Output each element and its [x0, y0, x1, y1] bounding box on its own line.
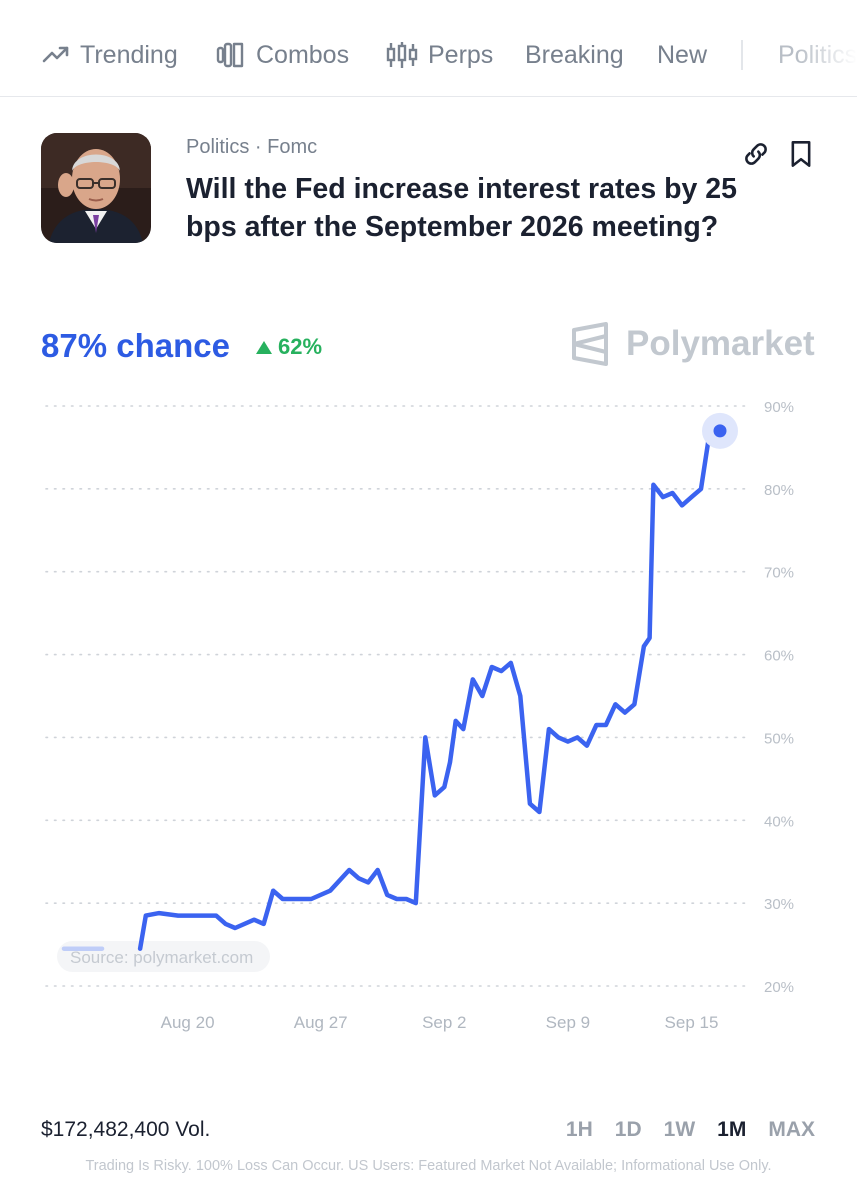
nav-item-breaking[interactable]: Breaking: [525, 38, 624, 72]
nav-item-combos[interactable]: Combos: [216, 38, 349, 72]
source-badge: Source: polymarket.com: [57, 941, 270, 972]
chance-label: 87% chance: [41, 327, 230, 364]
nav-label-new: New: [657, 40, 708, 69]
source-label: Source: polymarket.com: [70, 948, 253, 967]
nav-label-breaking: Breaking: [525, 40, 624, 69]
y-tick-label: 80%: [764, 482, 794, 499]
y-tick-label: 70%: [764, 565, 794, 582]
polymarket-logo-icon: [572, 322, 608, 366]
nav-item-new[interactable]: New: [657, 38, 707, 72]
nav-label-combos: Combos: [256, 40, 350, 69]
range-1d[interactable]: 1D: [614, 1118, 642, 1141]
current-point[interactable]: [713, 424, 727, 438]
y-tick-label: 90%: [764, 399, 794, 416]
nav-item-trending[interactable]: Trending: [42, 38, 178, 72]
series-line: [137, 424, 723, 951]
nav-item-perps[interactable]: Perps: [386, 38, 493, 72]
bookmark-button[interactable]: [786, 139, 816, 169]
combos-icon: [216, 42, 244, 68]
portrait-image: [41, 133, 151, 243]
link-icon: [745, 143, 767, 165]
category-nav: Trending Combos Perps Breaking New Polit…: [0, 0, 857, 97]
x-tick-label: Sep 9: [546, 1013, 590, 1032]
nav-fade: [797, 30, 857, 80]
time-range-selector: 1H 1D 1W 1M MAX: [566, 1118, 815, 1142]
price-chart[interactable]: 90% 80% 70% 60% 50% 40% 30% 20% Aug 20 Aug 27 Sep…: [0, 390, 857, 1050]
trending-up-icon: [42, 46, 69, 63]
x-tick-label: Aug 27: [294, 1013, 348, 1032]
chance-change: 62%: [256, 334, 322, 360]
nav-divider: [741, 40, 743, 70]
nav-label-trending: Trending: [80, 40, 178, 69]
candlestick-icon: [386, 42, 418, 68]
volume-label: $172,482,400 Vol.: [41, 1118, 211, 1141]
range-1h[interactable]: 1H: [565, 1118, 593, 1141]
brand-watermark: Polymarket: [570, 322, 815, 366]
range-1w[interactable]: 1W: [663, 1118, 696, 1141]
y-tick-label: 40%: [764, 813, 794, 830]
range-1m[interactable]: 1M: [717, 1118, 747, 1141]
brand-name: Polymarket: [626, 324, 815, 363]
y-tick-label: 60%: [764, 648, 794, 665]
y-tick-label: 50%: [764, 730, 794, 747]
bookmark-icon: [791, 141, 811, 167]
x-tick-label: Aug 20: [161, 1013, 215, 1032]
x-axis: Aug 20 Aug 27 Sep 2 Sep 9 Sep 15: [161, 1013, 719, 1032]
triangle-up-icon: [256, 340, 272, 354]
market-category[interactable]: Politics · Fomc: [186, 136, 318, 158]
market-title: Will the Fed increase interest rates by …: [186, 173, 737, 243]
chance-change-value: 62%: [278, 334, 323, 359]
x-tick-label: Sep 15: [665, 1013, 719, 1032]
risk-disclaimer: Trading Is Risky. 100% Loss Can Occur. U…: [85, 1158, 772, 1174]
y-tick-label: 30%: [764, 896, 794, 913]
y-axis: 90% 80% 70% 60% 50% 40% 30% 20%: [764, 399, 794, 996]
copy-link-button[interactable]: [741, 139, 771, 169]
y-tick-label: 20%: [764, 979, 794, 996]
market-avatar: [41, 133, 151, 243]
x-tick-label: Sep 2: [422, 1013, 466, 1032]
range-max[interactable]: MAX: [768, 1118, 815, 1141]
nav-label-perps: Perps: [428, 40, 494, 69]
